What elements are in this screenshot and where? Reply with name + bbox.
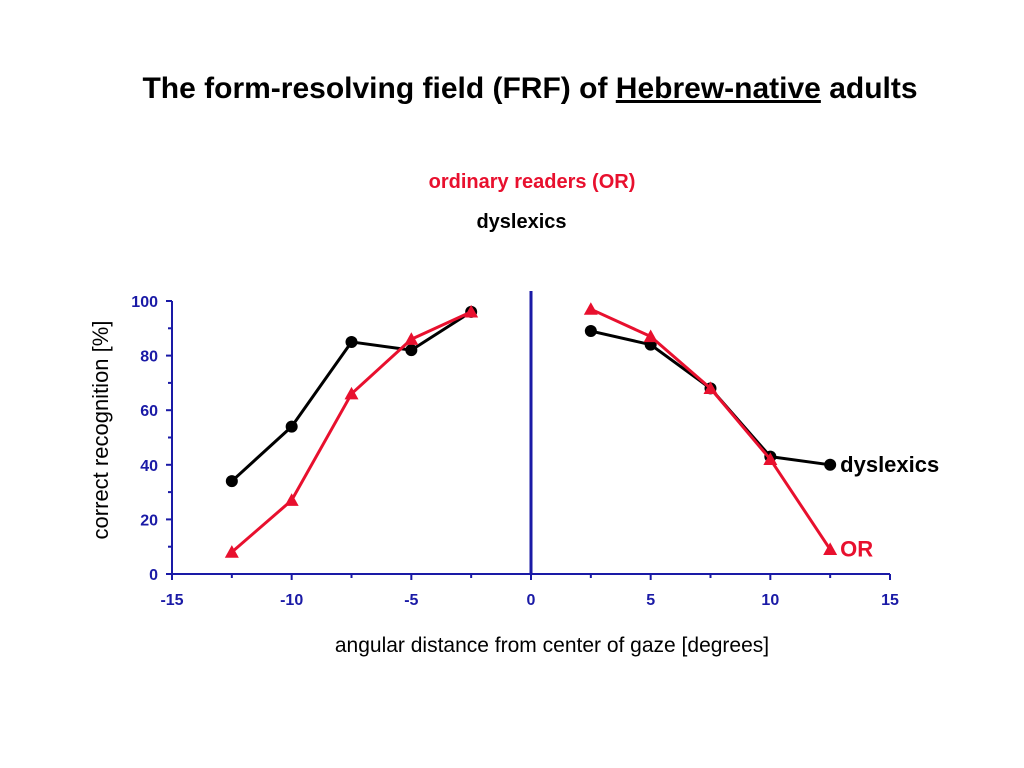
data-point-dyslexics	[584, 325, 597, 338]
y-tick-label: 60	[140, 403, 158, 420]
y-axis-label: correct recognition [%]	[88, 320, 113, 540]
data-point-or	[464, 304, 479, 318]
legend-title-or: ordinary readers (OR)	[428, 171, 636, 193]
x-tick-label: -15	[160, 592, 183, 609]
series-label-dyslexics: dyslexics	[840, 452, 939, 477]
y-tick-label: 80	[140, 349, 158, 366]
x-tick-label: 5	[646, 592, 655, 609]
y-tick-label: 40	[140, 458, 158, 475]
data-point-or	[284, 493, 299, 506]
data-point-dyslexics	[225, 475, 238, 488]
data-point-or	[344, 386, 359, 400]
y-tick-label: 100	[131, 294, 158, 311]
title-text: The form-resolving field (FRF) of	[142, 72, 616, 105]
series-line-or	[590, 307, 832, 551]
series-line-dyslexics	[590, 329, 831, 467]
y-tick-label: 0	[149, 567, 158, 584]
series-label-or: OR	[840, 536, 873, 561]
legend-title-dyslexics: dyslexics	[476, 211, 567, 233]
data-point-or	[763, 452, 778, 465]
data-point-or	[224, 545, 239, 558]
data-point-or	[404, 332, 419, 345]
data-point-or	[583, 302, 598, 315]
x-axis-label: angular distance from center of gaze [de…	[334, 634, 770, 657]
data-point-or	[823, 542, 838, 556]
data-point-dyslexics	[345, 335, 358, 348]
x-tick-label: -5	[404, 592, 418, 609]
x-tick-label: 15	[881, 592, 899, 609]
data-point-dyslexics	[285, 420, 298, 433]
data-point-dyslexics	[405, 344, 418, 357]
y-tick-label: 20	[140, 512, 158, 529]
x-tick-label: -10	[280, 592, 303, 609]
series-line-or	[230, 310, 472, 554]
data-point-or	[643, 329, 658, 343]
data-point-dyslexics	[824, 458, 837, 471]
slide-title: The form-resolving field (FRF) of Hebrew…	[0, 72, 1024, 106]
data-point-or	[703, 381, 718, 394]
x-tick-label: 10	[761, 592, 779, 609]
title-underlined-text: Hebrew-native	[615, 72, 821, 105]
x-tick-label: 0	[527, 592, 536, 609]
title-text-end: adults	[820, 72, 918, 105]
